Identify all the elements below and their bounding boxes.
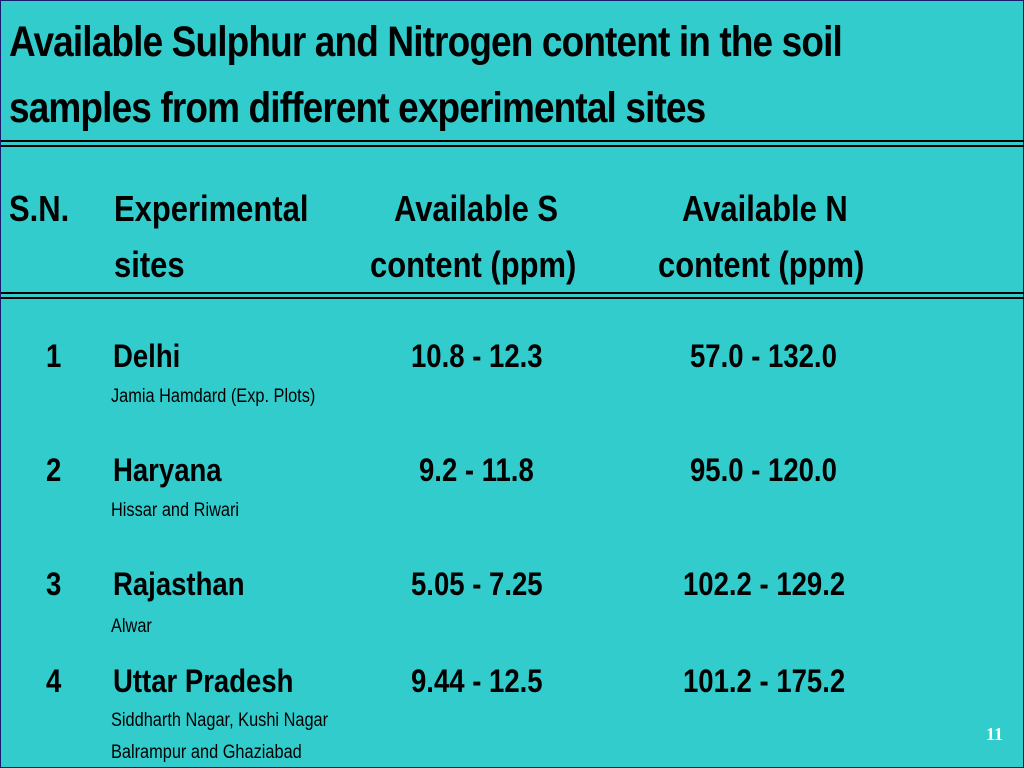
header-sites-line2: sites xyxy=(114,244,185,285)
row-s-value: 5.05 - 7.25 xyxy=(411,566,543,602)
row-site-detail: Hissar and Riwari xyxy=(111,500,240,521)
header-s-line1: Available S xyxy=(394,188,559,229)
header-n-line1: Available N xyxy=(682,188,848,229)
row-state: Delhi xyxy=(113,338,181,374)
row-sn: 4 xyxy=(46,663,62,699)
header-divider-bottom xyxy=(1,297,1024,299)
row-n-value: 57.0 - 132.0 xyxy=(690,338,837,374)
row-n-value: 101.2 - 175.2 xyxy=(683,663,846,699)
row-s-value: 9.2 - 11.8 xyxy=(419,452,534,488)
header-sn: S.N. xyxy=(9,188,70,229)
row-sn: 2 xyxy=(46,452,62,488)
header-divider-top xyxy=(1,292,1024,294)
row-state: Haryana xyxy=(113,452,222,488)
slide-title: Available Sulphur and Nitrogen content i… xyxy=(9,9,873,141)
row-sn: 1 xyxy=(46,338,62,374)
title-line-1: Available Sulphur and Nitrogen content i… xyxy=(9,18,843,66)
header-sites-line1: Experimental xyxy=(114,188,309,229)
header-s-line2: content (ppm) xyxy=(370,244,577,285)
title-divider-bottom xyxy=(1,145,1024,147)
row-site-detail: Alwar xyxy=(111,616,152,637)
page-number: 11 xyxy=(985,724,1003,744)
row-site-detail: Siddharth Nagar, Kushi Nagar xyxy=(111,710,329,731)
row-sn: 3 xyxy=(46,566,62,602)
row-n-value: 95.0 - 120.0 xyxy=(690,452,837,488)
title-line-2: samples from different experimental site… xyxy=(9,84,706,132)
row-state: Uttar Pradesh xyxy=(113,663,294,699)
header-n-line2: content (ppm) xyxy=(658,244,865,285)
row-state: Rajasthan xyxy=(113,566,245,602)
row-s-value: 9.44 - 12.5 xyxy=(411,663,543,699)
title-divider-top xyxy=(1,140,1024,142)
row-site-detail: Jamia Hamdard (Exp. Plots) xyxy=(111,386,316,407)
row-n-value: 102.2 - 129.2 xyxy=(683,566,846,602)
row-s-value: 10.8 - 12.3 xyxy=(411,338,543,374)
row-site-detail-line2: Balrampur and Ghaziabad xyxy=(111,742,302,763)
